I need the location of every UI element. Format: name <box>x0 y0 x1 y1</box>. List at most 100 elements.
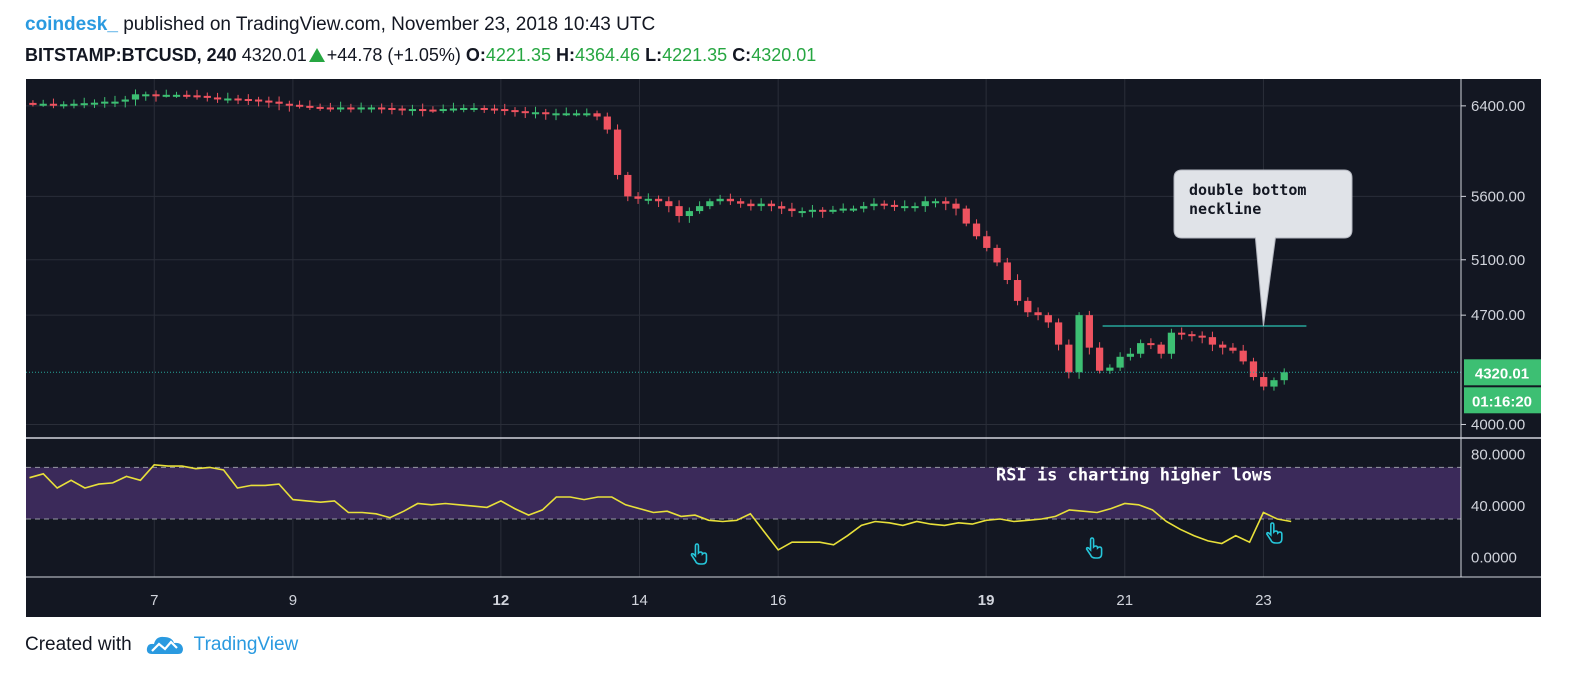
symbol-line: BITSTAMP:BTCUSD, 240 4320.01 +44.78 (+1.0… <box>25 45 816 66</box>
candle <box>357 102 365 113</box>
candle <box>983 230 991 252</box>
candle <box>29 100 37 107</box>
price-tick-label: 4700.00 <box>1471 307 1525 324</box>
candle <box>808 204 817 218</box>
candle <box>1219 341 1227 355</box>
candle <box>644 193 652 205</box>
candle <box>367 104 376 113</box>
countdown-badge <box>1464 387 1541 414</box>
candle-body <box>316 106 324 109</box>
candle-body <box>378 107 386 110</box>
candle-body <box>1229 347 1237 351</box>
candle-body <box>90 102 99 105</box>
candle-body <box>839 208 847 211</box>
candle <box>634 192 642 204</box>
rsi-tick-label: 0.0000 <box>1471 550 1517 567</box>
candle-body <box>1147 343 1155 346</box>
candle-body <box>511 110 519 113</box>
candle <box>203 92 211 102</box>
candle-body <box>80 103 88 106</box>
candle-body <box>716 198 724 202</box>
candle <box>347 103 355 113</box>
candle <box>111 95 119 108</box>
candle-body <box>1126 353 1135 357</box>
candle <box>737 198 745 208</box>
price-tick-label: 4000.00 <box>1471 416 1525 433</box>
candle-body <box>788 208 796 212</box>
candle <box>1034 307 1042 321</box>
candle-body <box>326 107 334 110</box>
candle-body <box>1095 347 1104 371</box>
x-tick-label: 9 <box>289 592 297 609</box>
candle-body <box>49 103 58 106</box>
tradingview-link[interactable]: TradingView <box>193 634 299 655</box>
candle <box>90 99 99 108</box>
hand-pointer-icon <box>1085 537 1103 559</box>
candle-body <box>60 104 68 107</box>
candle <box>962 205 970 227</box>
candle <box>1065 339 1073 379</box>
candle <box>449 102 458 113</box>
candle-body <box>634 196 642 199</box>
candle <box>306 100 314 110</box>
candle <box>767 200 776 212</box>
x-tick-label: 14 <box>631 592 648 609</box>
low-label: L: <box>645 45 663 65</box>
candle-body <box>1065 344 1073 373</box>
candle <box>70 99 78 109</box>
candle-body <box>695 206 704 212</box>
candle-body <box>193 95 201 98</box>
candle-body <box>901 206 909 209</box>
candle <box>665 196 673 213</box>
candle <box>316 103 324 111</box>
candle <box>501 103 509 116</box>
candle <box>213 92 222 103</box>
callout-bubble[interactable] <box>1173 169 1353 327</box>
price-tick-label: 5100.00 <box>1471 252 1525 269</box>
candle <box>993 244 1001 267</box>
author-link[interactable]: coindesk_ <box>25 14 118 35</box>
candle-body <box>870 203 878 207</box>
candle-body <box>829 209 837 212</box>
candle-body <box>213 97 222 100</box>
candle <box>1126 347 1135 361</box>
candle <box>1270 377 1278 391</box>
publish-line: coindesk_ published on TradingView.com, … <box>25 14 655 36</box>
candle <box>419 103 427 117</box>
candle <box>798 207 806 218</box>
candle-body <box>542 112 550 115</box>
candle <box>921 196 929 212</box>
candle-body <box>1013 280 1022 301</box>
candle-body <box>347 107 355 110</box>
candle-body <box>306 105 314 108</box>
candle <box>1280 368 1288 385</box>
callout-text: double bottom <box>1189 181 1306 199</box>
candle-body <box>624 174 632 197</box>
candle <box>757 198 765 211</box>
candle <box>931 198 940 208</box>
candle <box>839 203 847 213</box>
candle <box>952 198 960 216</box>
candle <box>121 95 129 108</box>
candle-body <box>675 206 683 217</box>
candle <box>593 110 601 121</box>
candle <box>542 108 550 120</box>
rsi-tick-label: 80.0000 <box>1471 446 1525 463</box>
candle <box>152 90 160 102</box>
candle <box>890 200 899 211</box>
candle-body <box>583 113 591 116</box>
candle-body <box>183 94 191 97</box>
candle <box>131 89 140 106</box>
x-tick-label: 16 <box>770 592 787 609</box>
candle-body <box>295 104 304 107</box>
candle-body <box>1270 380 1278 387</box>
candle-body <box>1188 334 1196 337</box>
candle-body <box>101 101 109 104</box>
candle <box>685 207 693 223</box>
candle <box>80 97 88 109</box>
candle-body <box>952 203 960 209</box>
candle-body <box>224 98 232 101</box>
candle-body <box>593 113 601 117</box>
candle <box>1075 312 1083 379</box>
